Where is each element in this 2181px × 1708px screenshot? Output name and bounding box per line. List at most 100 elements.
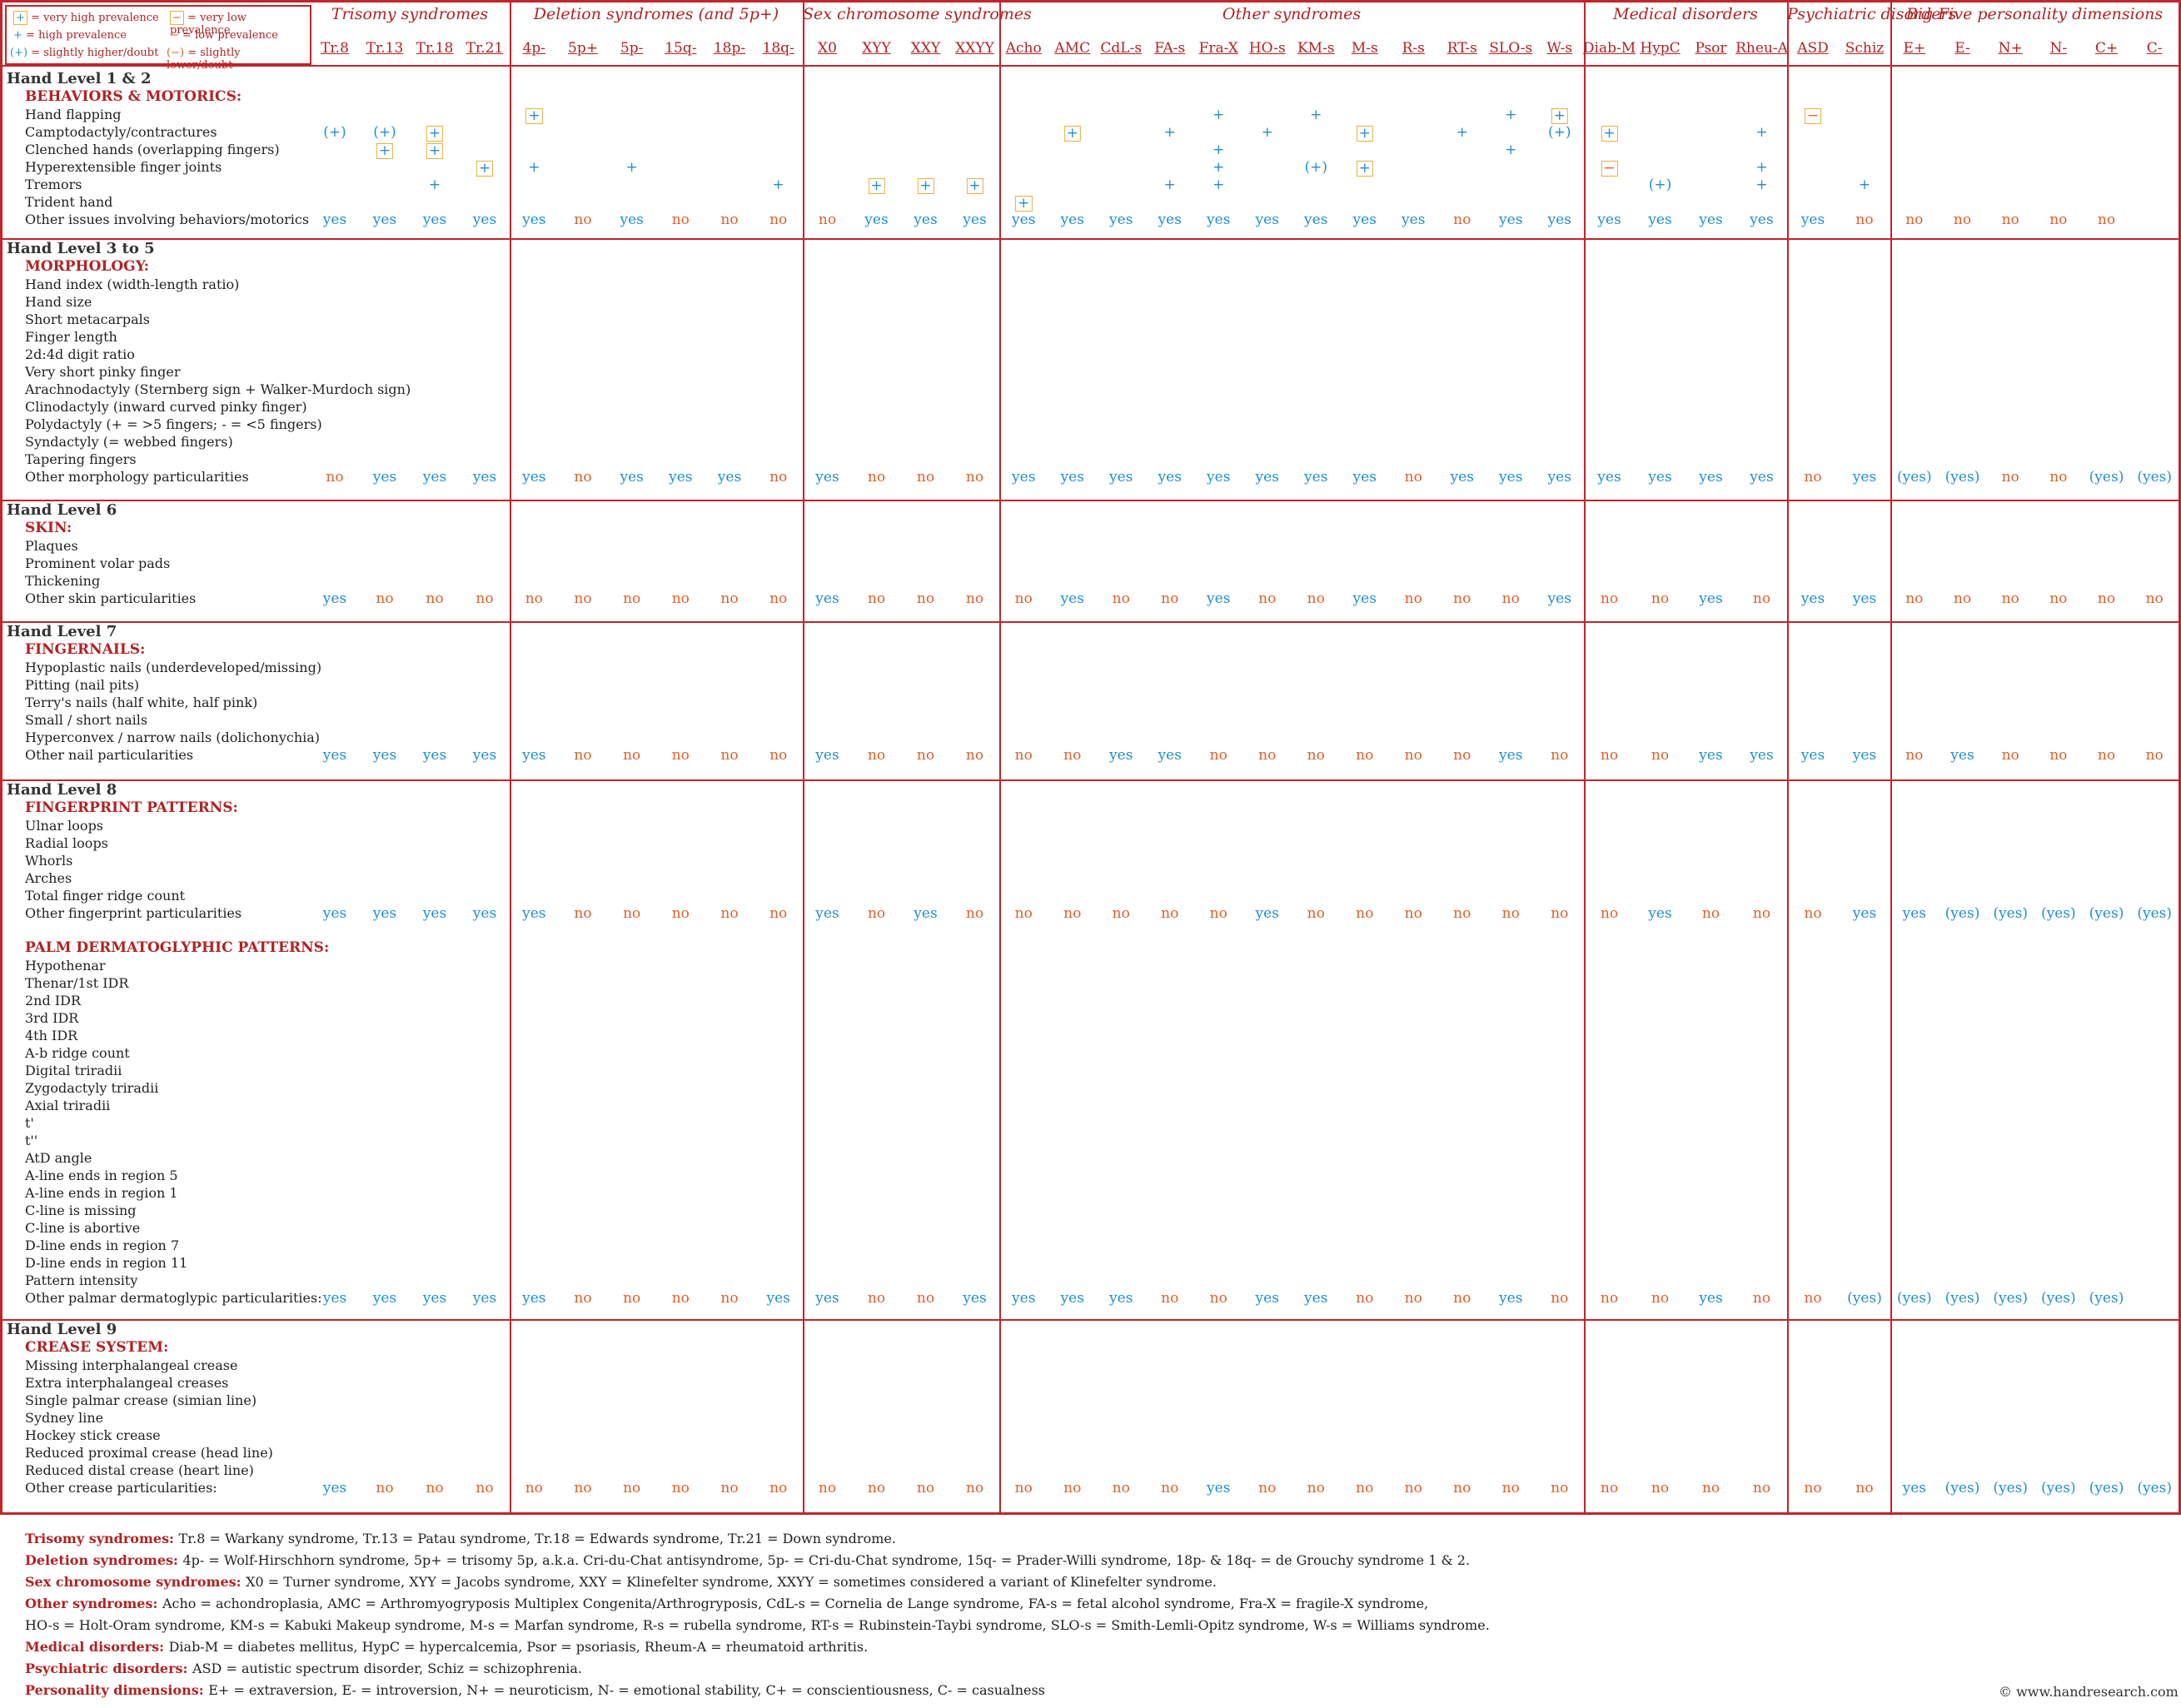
cell-value: no [623, 747, 641, 764]
cell-value: no [623, 590, 641, 607]
cell-mark: + [1212, 177, 1225, 193]
legend-box: + = very high prevalence + = high preval… [5, 5, 311, 72]
cell-value: no [818, 1480, 837, 1496]
column-header: M-s [1351, 40, 1378, 57]
cell-value: no [720, 905, 739, 922]
cell-value: yes [669, 469, 693, 486]
cell-value: (yes) [1897, 1290, 1932, 1307]
cell-value: yes [472, 1290, 497, 1307]
cell-value: yes [472, 905, 497, 922]
cell-value: no [769, 905, 788, 922]
cell-mark: + [476, 161, 494, 177]
row-label: C-line is abortive [25, 1220, 141, 1236]
cell-value: yes [322, 905, 347, 922]
cell-value: no [1953, 212, 1972, 228]
cell-value: no [1453, 212, 1471, 228]
cell-value: no [1356, 747, 1374, 764]
cell-value: yes [1012, 212, 1036, 228]
cell-value: yes [1699, 469, 1723, 486]
cell-value: yes [1352, 590, 1377, 607]
column-header: XXY [910, 40, 941, 57]
cell-mark: + [426, 143, 444, 159]
cell-value: no [867, 905, 886, 922]
footnote-label: Psychiatric disorders: [25, 1661, 193, 1676]
cell-value: yes [1547, 469, 1571, 486]
cell-value: yes [1109, 1290, 1133, 1307]
footnote-line: Trisomy syndromes: Tr.8 = Warkany syndro… [25, 1531, 896, 1546]
cell-value: yes [472, 212, 497, 228]
cell-value: no [376, 590, 394, 607]
cell-value: yes [1207, 469, 1231, 486]
cell-value: no [623, 1480, 641, 1496]
cell-value: yes [372, 747, 397, 764]
cell-value: no [671, 590, 690, 607]
column-header: C+ [2094, 40, 2119, 57]
legend-very-low: = very low prevalence [170, 12, 246, 37]
cell-value: no [1014, 1480, 1033, 1496]
row-label: t' [25, 1115, 34, 1131]
cell-value: no [1453, 747, 1471, 764]
group-header: Deletion syndromes (and 5p+) [533, 5, 779, 23]
row-label: Other morphology particularities [25, 469, 249, 485]
cell-value: no [1307, 1480, 1325, 1496]
cell-mark: + [1212, 107, 1225, 123]
cell-value: yes [522, 747, 546, 764]
cell-value: no [1600, 905, 1619, 922]
cell-value: yes [1648, 469, 1672, 486]
footnote-text: HO-s = Holt-Oram syndrome, KM-s = Kabuki… [25, 1617, 1490, 1633]
cell-value: (yes) [1993, 1480, 2028, 1496]
cell-value: no [1752, 590, 1771, 607]
cell-value: no [1209, 905, 1227, 922]
cell-value: yes [1060, 1290, 1084, 1307]
column-header: HO-s [1248, 40, 1286, 57]
cell-value: yes [1547, 590, 1571, 607]
cell-mark: + [966, 178, 983, 194]
cell-value: yes [815, 1290, 839, 1307]
cell-value: no [1258, 590, 1277, 607]
cell-value: yes [1304, 212, 1328, 228]
cell-value: no [1651, 1480, 1670, 1496]
cell-mark: + [376, 143, 394, 159]
cell-value: no [916, 469, 935, 486]
row-label: t'' [25, 1133, 38, 1148]
cell-value: no [1855, 212, 1874, 228]
cell-value: no [1307, 747, 1325, 764]
cell-mark: (+) [1304, 159, 1328, 176]
row-label: Very short pinky finger [25, 364, 181, 380]
cell-value: no [1453, 905, 1471, 922]
cell-value: (yes) [1897, 469, 1932, 486]
cell-value: yes [1109, 747, 1133, 764]
cell-value: no [574, 1480, 592, 1496]
cell-value: yes [1499, 1290, 1523, 1307]
cell-mark: + [1601, 126, 1618, 142]
cell-value: yes [717, 469, 742, 486]
cell-value: no [1014, 747, 1033, 764]
cell-value: no [1161, 905, 1179, 922]
cell-value: yes [1109, 469, 1133, 486]
cell-value: no [916, 1480, 935, 1496]
cell-mark: + [528, 159, 540, 176]
row-label: Pattern intensity [25, 1272, 138, 1288]
cell-mark: (+) [1547, 124, 1571, 141]
cell-value: no [1551, 747, 1569, 764]
cell-value: yes [322, 1480, 347, 1496]
row-label: Other nail particularities [25, 747, 194, 763]
footnote-text: Tr.8 = Warkany syndrome, Tr.13 = Patau s… [178, 1531, 896, 1546]
footnote-label: Personality dimensions: [25, 1682, 209, 1698]
column-header: Acho [1005, 40, 1042, 57]
cell-mark: + [917, 178, 934, 194]
cell-value: no [2097, 747, 2116, 764]
cell-value: yes [1499, 212, 1523, 228]
cell-value: yes [620, 212, 644, 228]
cell-value: no [2049, 469, 2068, 486]
column-header: Fra-X [1198, 40, 1238, 57]
footnote-line: Psychiatric disorders: ASD = autistic sp… [25, 1661, 582, 1676]
cell-value: (yes) [2089, 1290, 2124, 1307]
cell-value: no [1905, 747, 1924, 764]
cell-value: no [476, 590, 494, 607]
row-label: Other issues involving behaviors/motoric… [25, 212, 310, 227]
cell-value: no [1112, 590, 1130, 607]
cell-value: no [1600, 590, 1619, 607]
row-label: 2nd IDR [25, 993, 82, 1008]
row-label: Hyperextensible finger joints [25, 159, 222, 175]
